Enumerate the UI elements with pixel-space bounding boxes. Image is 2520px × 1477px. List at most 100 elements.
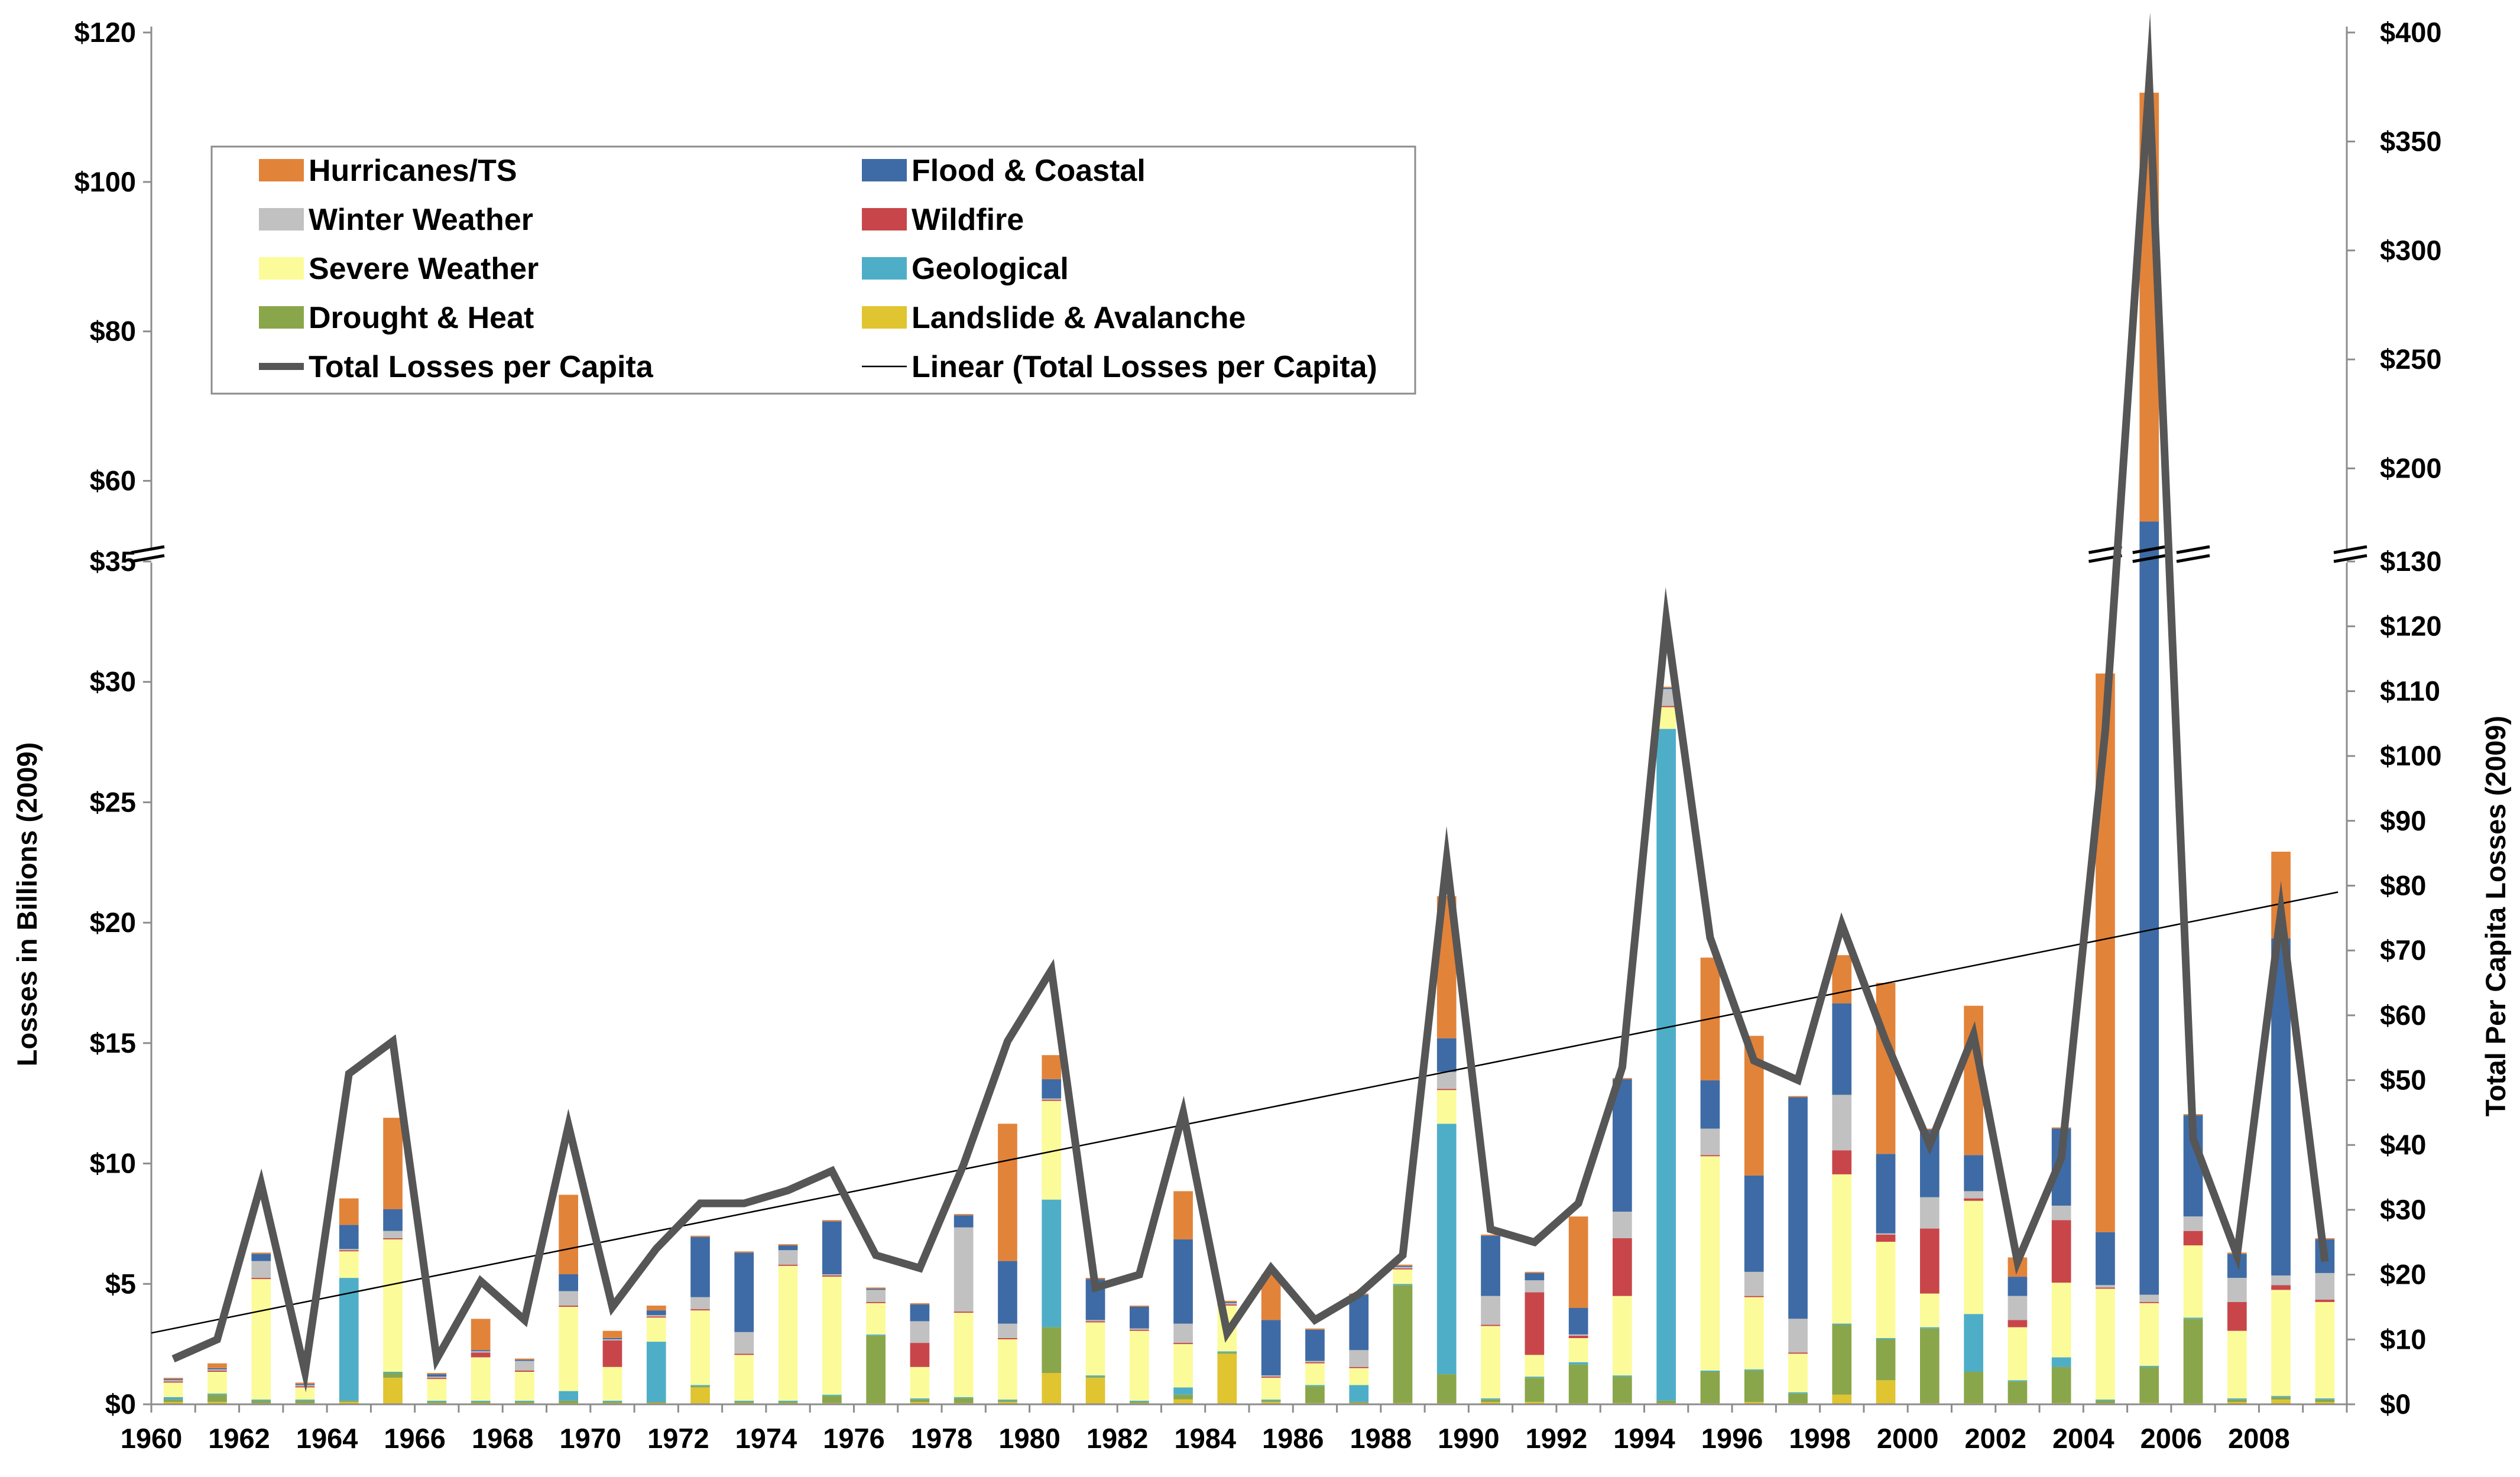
bar-1972-seg-7: [690, 1235, 710, 1237]
y-tick-label-right: $100: [2380, 740, 2442, 771]
bar-2009-seg-0: [2315, 1401, 2335, 1404]
bar-1966-seg-7: [427, 1373, 447, 1374]
bar-1970-seg-5: [602, 1339, 622, 1340]
bar-1990-seg-2: [1481, 1398, 1500, 1400]
bar-1975-seg-3: [822, 1277, 842, 1395]
bar-1996-seg-3: [1744, 1297, 1764, 1369]
legend: Hurricanes/TS Flood & Coastal Winter Weath…: [210, 145, 1416, 395]
bar-1980-seg-4: [1042, 1099, 1062, 1101]
bar-1967-seg-2: [471, 1400, 491, 1402]
x-tick-label: 1998: [1789, 1423, 1851, 1454]
bar-2008-seg-2: [2271, 1395, 2291, 1397]
bar-1971-seg-2: [646, 1342, 666, 1402]
bar-2008-seg-5: [2271, 1275, 2291, 1286]
bar-1980-seg-2: [1042, 1199, 1062, 1327]
lines-layer: [151, 12, 2339, 1392]
bar-1972-seg-3: [690, 1310, 710, 1385]
bar-2005-seg-4: [2139, 1301, 2159, 1303]
bar-1972-seg-0: [690, 1387, 710, 1404]
legend-swatch: [862, 208, 907, 231]
bar-1991-seg-2: [1525, 1377, 1545, 1378]
bar-1986-seg-5: [1305, 1361, 1325, 1362]
bar-1970-seg-1: [602, 1401, 622, 1403]
bar-1987-seg-6: [1349, 1294, 1369, 1351]
bar-1992-seg-2: [1568, 1362, 1588, 1365]
bar-2005-seg-5: [2139, 1294, 2159, 1302]
bar-1992-seg-4: [1568, 1335, 1588, 1338]
bar-1976-seg-4: [866, 1301, 886, 1303]
bar-1982-seg-1: [1130, 1401, 1149, 1403]
y-tick-label-left: $20: [90, 907, 136, 938]
bar-1973-seg-6: [734, 1252, 754, 1332]
bar-1997-seg-2: [1788, 1392, 1808, 1394]
bar-1977-seg-3: [910, 1366, 930, 1398]
bar-1970-seg-7: [602, 1330, 622, 1338]
x-tick-label: 1962: [208, 1423, 270, 1454]
bar-1968-seg-1: [515, 1401, 534, 1403]
bar-1997-seg-7: [1788, 1096, 1808, 1098]
legend-swatch: [259, 257, 304, 280]
bar-1997-seg-4: [1788, 1352, 1808, 1354]
bar-2007-seg-4: [2227, 1301, 2247, 1331]
y-tick-label-right: $70: [2380, 934, 2426, 966]
bar-1995-seg-2: [1700, 1371, 1720, 1372]
bar-2006-seg-5: [2183, 1216, 2203, 1231]
y-tick-label-right: $130: [2380, 546, 2442, 577]
bar-1978-seg-6: [953, 1215, 974, 1228]
y-tick-label-right: $300: [2380, 235, 2442, 266]
bar-1993-seg-2: [1613, 1375, 1632, 1377]
bar-1999-seg-3: [1876, 1242, 1896, 1338]
bar-1975-seg-2: [822, 1394, 842, 1396]
bar-1975-seg-6: [822, 1221, 842, 1274]
bar-1971-seg-4: [646, 1316, 666, 1318]
bar-1999-seg-2: [1876, 1338, 1896, 1339]
bar-1974-seg-7: [778, 1244, 798, 1246]
bar-1967-seg-5: [471, 1351, 491, 1353]
bar-1974-seg-3: [778, 1265, 798, 1401]
y-tick-label-left: $35: [90, 546, 136, 577]
bar-1983-seg-3: [1173, 1344, 1193, 1388]
bar-2003-seg-5: [2051, 1205, 2071, 1220]
bar-1971-seg-3: [646, 1317, 666, 1342]
x-tick-label: 1994: [1613, 1423, 1675, 1454]
bar-1972-seg-1: [690, 1386, 710, 1388]
bar-1973-seg-4: [734, 1353, 754, 1355]
bar-1982-seg-3: [1130, 1330, 1149, 1401]
bar-1984-seg-7: [1217, 1300, 1237, 1302]
bar-1960-seg-1: [163, 1399, 183, 1402]
bar-1983-seg-0: [1173, 1399, 1193, 1404]
bar-1982-seg-4: [1130, 1329, 1149, 1331]
bar-1961-seg-5: [207, 1369, 227, 1371]
bar-1972-seg-6: [690, 1236, 710, 1297]
bar-1979-seg-6: [998, 1261, 1017, 1324]
bar-1996-seg-6: [1744, 1175, 1764, 1272]
bar-1997-seg-5: [1788, 1319, 1808, 1353]
per-capita-line: [171, 12, 2329, 1392]
x-tick-label: 1988: [1350, 1423, 1412, 1454]
bar-1966-seg-4: [427, 1378, 447, 1379]
bar-1981-seg-3: [1085, 1322, 1105, 1376]
bar-1996-seg-2: [1744, 1369, 1764, 1371]
bar-2006-seg-2: [2183, 1317, 2203, 1319]
bar-2002-seg-6: [2007, 1277, 2028, 1296]
legend-swatch: [862, 257, 907, 280]
bar-1971-seg-5: [646, 1315, 666, 1317]
bar-1975-seg-7: [822, 1220, 842, 1222]
bar-1995-seg-4: [1700, 1155, 1720, 1157]
bar-1986-seg-2: [1305, 1385, 1325, 1387]
bar-1988-seg-1: [1393, 1285, 1413, 1403]
bar-1978-seg-3: [953, 1313, 974, 1397]
bar-1993-seg-3: [1613, 1296, 1632, 1376]
x-tick-label: 1970: [560, 1423, 622, 1454]
y-axis-title-left: Losses in Billions (2009): [11, 742, 43, 1067]
bar-1969-seg-7: [559, 1194, 578, 1274]
bar-1966-seg-3: [427, 1379, 447, 1401]
bar-1977-seg-4: [910, 1343, 930, 1367]
bar-1962-seg-1: [251, 1400, 271, 1403]
bar-1986-seg-4: [1305, 1362, 1325, 1364]
bar-1988-seg-4: [1393, 1268, 1413, 1270]
bar-1973-seg-5: [734, 1332, 754, 1354]
bar-2001-seg-1: [1964, 1372, 1983, 1403]
bar-1961-seg-3: [207, 1372, 227, 1394]
